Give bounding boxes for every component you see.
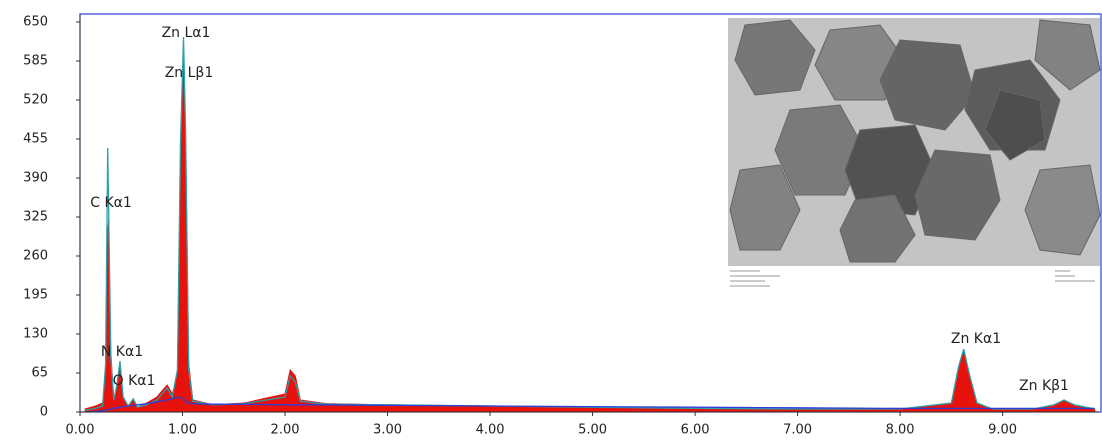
- y-tick-label: 260: [23, 249, 48, 264]
- y-tick-label: 325: [23, 210, 48, 225]
- x-tick-label: 8.00: [886, 423, 915, 438]
- peak-label: C Kα1: [90, 195, 132, 211]
- peak-label: Zn Kα1: [951, 331, 1001, 347]
- inset-image: [728, 18, 1100, 292]
- peak-label: N Kα1: [101, 344, 143, 360]
- x-tick-label: 9.00: [988, 423, 1017, 438]
- chart: 0 65 130 195 260 325 390 455 520 585 650 0.00 1.00 2.…: [0, 0, 1102, 440]
- x-tick-label: 6.00: [681, 423, 710, 438]
- y-tick-label: 65: [31, 366, 48, 381]
- y-tick-label: 520: [23, 93, 48, 108]
- x-tick-label: 7.00: [783, 423, 812, 438]
- x-tick-label: 5.00: [578, 423, 607, 438]
- y-tick-label: 195: [23, 288, 48, 303]
- y-tick-label: 390: [23, 171, 48, 186]
- x-tick-label: 3.00: [373, 423, 402, 438]
- peak-label: O Kα1: [113, 373, 156, 389]
- x-tick-label: 2.00: [271, 423, 300, 438]
- y-tick-label: 130: [23, 327, 48, 342]
- x-tick-label: 1.00: [168, 423, 197, 438]
- y-tick-label: 455: [23, 132, 48, 147]
- y-tick-label: 650: [23, 15, 48, 30]
- x-tick-label: 4.00: [476, 423, 505, 438]
- x-tick-label: 0.00: [66, 423, 95, 438]
- peak-label: Zn Kβ1: [1019, 378, 1069, 394]
- y-tick-label: 0: [40, 405, 48, 420]
- peak-label: Zn Lβ1: [165, 65, 214, 81]
- y-tick-label: 585: [23, 54, 48, 69]
- peak-label: Zn Lα1: [162, 25, 211, 41]
